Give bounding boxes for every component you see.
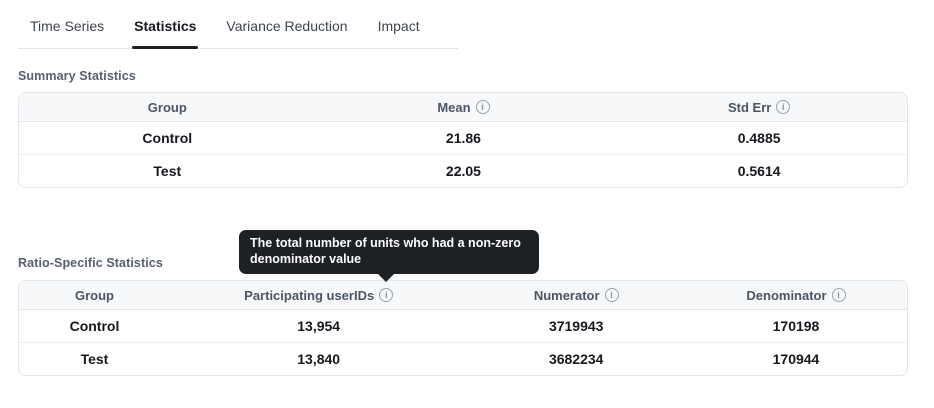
tooltip-text-line: denominator value (250, 252, 362, 267)
cell-denominator: 170944 (684, 341, 907, 375)
ratio-statistics-table: Group Participating userIDs i Numerator i … (18, 280, 908, 376)
column-header-group: Group (19, 281, 170, 310)
tooltip-text-line: The total number of units who had a non-… (250, 236, 521, 250)
std-err-info-icon[interactable]: i (776, 100, 791, 115)
cell-denominator: 170198 (772, 317, 820, 334)
column-header-label: Numerator (533, 287, 600, 303)
participating-userids-info-icon[interactable]: i (379, 288, 394, 303)
column-header-label: Std Err (727, 99, 772, 115)
column-header-label: Mean (437, 99, 471, 115)
table-row: Control 21.86 0.4885 (19, 121, 907, 154)
cell-std-err: 0.4885 (737, 129, 781, 146)
cell-numerator: 3719943 (548, 317, 604, 334)
tab-impact[interactable]: Impact (377, 18, 420, 34)
column-header-numerator: Numerator i (467, 281, 685, 310)
table-row: Control 13,954 3719943 170198 (19, 309, 907, 342)
tab-time-series[interactable]: Time Series (30, 18, 105, 34)
column-header-std-err: Std Err i (611, 93, 907, 122)
numerator-info-icon[interactable]: i (604, 288, 619, 303)
cell-participating-userids: 13,954 (297, 317, 341, 334)
tab-statistics[interactable]: Statistics (132, 12, 199, 49)
info-tooltip: The total number of units who had a non-… (239, 230, 539, 282)
ratio-section-title: Ratio-Specific Statistics (18, 256, 163, 270)
cell-mean: 21.86 (445, 129, 481, 146)
cell-numerator: 3682234 (467, 341, 685, 375)
tab-variance-reduction[interactable]: Variance Reduction (226, 18, 348, 34)
cell-std-err: 0.5614 (611, 153, 907, 187)
column-header-denominator: Denominator i (684, 281, 907, 310)
tab-bar: Time Series Statistics Variance Reductio… (18, 12, 458, 49)
column-header-label: Group (147, 99, 187, 115)
column-header-label: Denominator (746, 287, 827, 303)
cell-group: Test (19, 153, 316, 187)
column-header-label: Participating userIDs (244, 287, 375, 303)
table-header-row: Group Participating userIDs i Numerator i … (19, 281, 907, 310)
cell-group: Control (69, 317, 120, 334)
cell-mean: 22.05 (315, 153, 612, 187)
denominator-info-icon[interactable]: i (831, 288, 846, 303)
column-header-group: Group (19, 93, 316, 122)
summary-section-title: Summary Statistics (18, 69, 136, 83)
table-row: Test 22.05 0.5614 (19, 153, 907, 187)
tooltip-arrow (378, 273, 394, 282)
summary-statistics-table: Group Mean i Std Err i Control 21.86 0.488… (18, 92, 908, 188)
column-header-mean: Mean i (315, 93, 612, 122)
mean-info-icon[interactable]: i (475, 100, 490, 115)
column-header-participating-userids: Participating userIDs i (169, 281, 468, 310)
cell-group: Test (19, 341, 170, 375)
table-header-row: Group Mean i Std Err i (19, 93, 907, 122)
column-header-label: Group (74, 287, 114, 303)
table-row: Test 13,840 3682234 170944 (19, 341, 907, 375)
cell-group: Control (142, 129, 193, 146)
cell-participating-userids: 13,840 (169, 341, 468, 375)
